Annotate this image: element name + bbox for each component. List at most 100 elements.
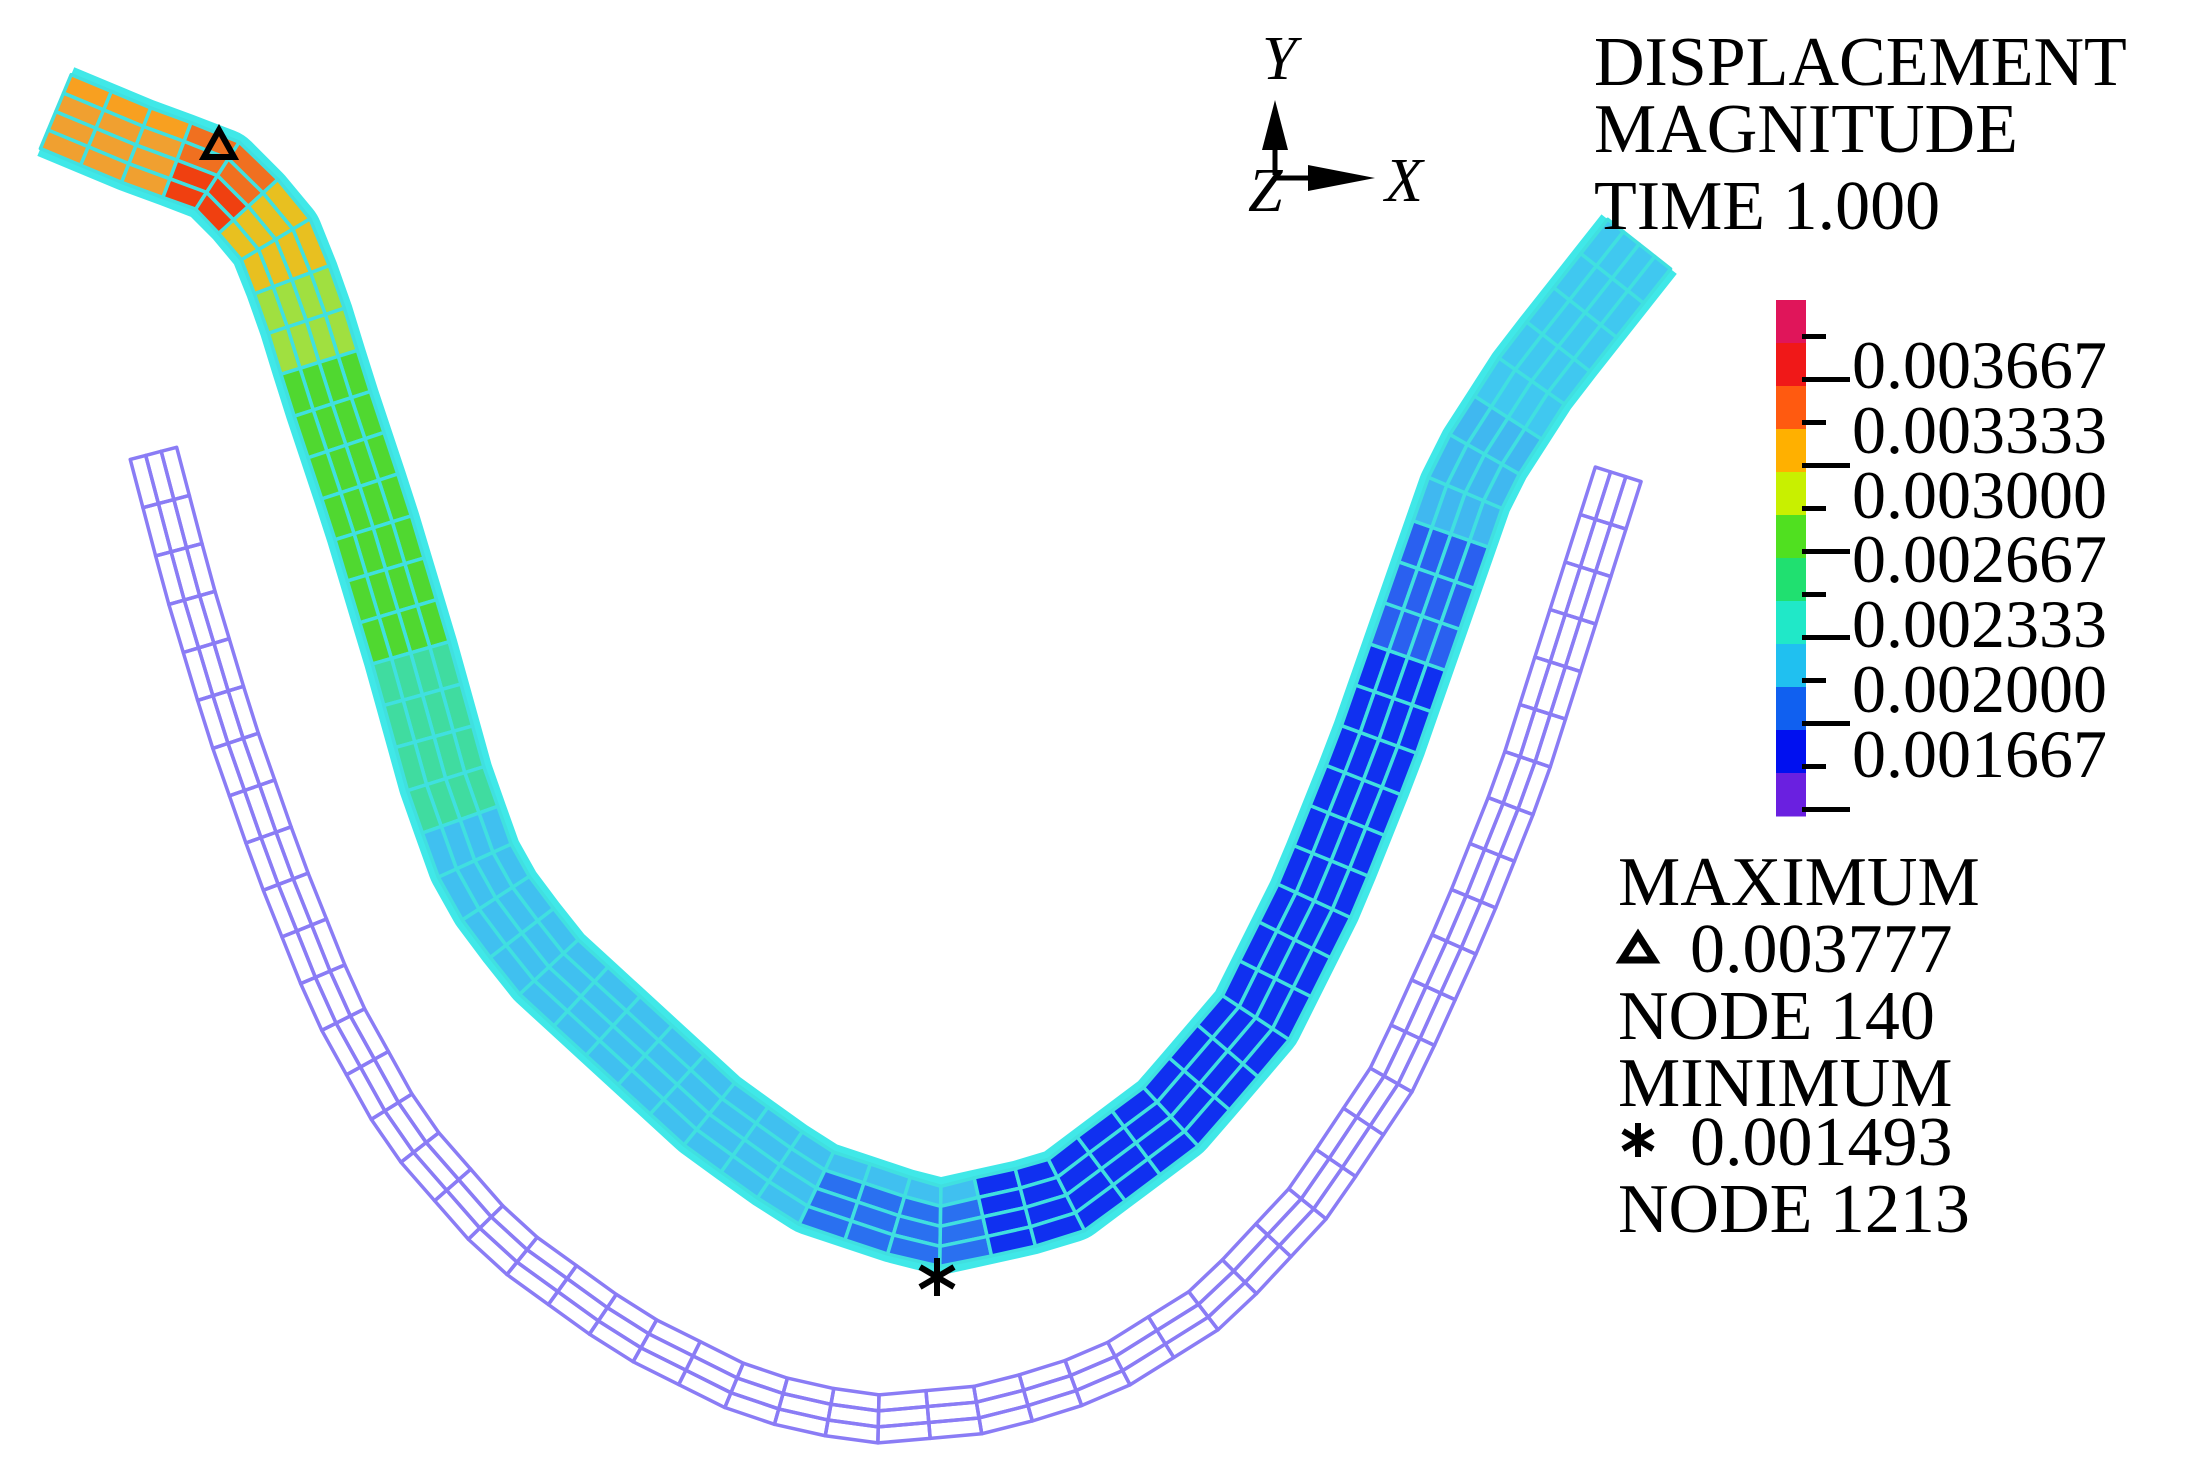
minimum-marker [918,1258,956,1296]
mesh-element [1593,522,1628,579]
mesh-element [227,788,263,845]
mesh-element [1074,1368,1132,1408]
axis-z-label: Z [1248,157,1283,225]
mesh-element [1533,660,1568,716]
mesh-element [1563,617,1598,674]
mesh-element [244,835,280,893]
mesh-element [1120,1342,1176,1387]
mesh-element [1368,1082,1414,1137]
mesh-element [1459,899,1498,956]
mesh-element [1503,702,1537,759]
mesh-element [1563,512,1598,569]
mesh-element [195,693,230,751]
mesh-element [1516,760,1553,817]
mesh-element [1163,1315,1220,1360]
undeformed-mesh [128,445,1643,1445]
title-line-1: DISPLACEMENT [1594,24,2127,101]
mesh-element [1593,470,1628,526]
mesh-element [1340,1124,1386,1179]
legend-asterisk-icon [1621,1123,1655,1157]
mesh-element [241,731,277,787]
mesh-element [735,1361,790,1396]
mesh-element [1548,560,1583,617]
mesh-element [211,741,247,798]
mesh-element [1286,1147,1331,1201]
mesh-element [1026,1388,1084,1423]
legend-label: 0.002667 [1852,521,2107,597]
mesh-element [723,1390,781,1427]
axis-x-label: X [1385,147,1423,215]
legend-label: 0.001667 [1852,716,2107,792]
mesh-element [1548,664,1583,721]
mesh-element [1418,991,1457,1048]
mesh-element [242,783,278,840]
colorbar-band [1776,558,1806,602]
mesh-element [369,1109,416,1164]
maximum-marker [198,123,240,160]
mesh-element [525,1235,579,1281]
mesh-element [772,1407,830,1438]
mesh-element [1497,807,1535,864]
mesh-element [977,1403,1035,1436]
colorbar-band [1776,343,1806,387]
colorbar-band [1776,644,1806,688]
mesh-element [1396,1036,1437,1094]
mesh-element [1327,1115,1372,1170]
mesh-element [211,689,245,746]
axis-y-label: Y [1262,25,1297,93]
mesh-element [226,736,262,793]
mesh-element [1311,1165,1358,1221]
mesh-element [631,1346,688,1387]
mesh-element [1314,1106,1359,1161]
mesh-element [167,598,201,655]
mesh-element [320,1021,363,1077]
mesh-element [1578,465,1613,522]
mesh-element [1518,655,1552,712]
mesh-element [1563,565,1598,621]
mesh-element [197,589,231,646]
mesh-element [182,593,216,650]
mesh-element [1355,1074,1400,1128]
mesh-element [1578,569,1613,626]
mesh-element [257,778,293,834]
mesh-element [1021,1373,1078,1408]
mesh-element [1548,612,1583,669]
colorbar-band [1776,687,1806,731]
mesh-element [141,501,173,558]
mesh-element [1341,1066,1386,1119]
mesh-element [226,684,261,741]
legend-label: 0.002333 [1852,586,2107,662]
legend-triangle-icon [1615,928,1661,964]
colorbar-band [1776,730,1806,774]
axis-triad [1262,100,1375,191]
mesh-element [298,975,338,1033]
legend-label: 0.003000 [1852,457,2107,533]
mesh-element [261,882,299,939]
mesh-element [1533,712,1568,769]
colorbar-band [1776,386,1806,430]
legend-label: 0.003667 [1852,327,2107,403]
legend-label: 0.003333 [1852,392,2107,468]
colorbar-band [1776,300,1806,344]
mesh-element [181,646,215,703]
mesh-element [1438,945,1478,1002]
colorbar-band [1776,429,1806,473]
mesh-element [1578,517,1613,574]
mesh-element [344,1065,387,1122]
minimum-value: 0.001493 [1690,1104,1953,1181]
title-line-2: MAGNITUDE [1594,91,2018,168]
mesh-element [1608,474,1643,531]
deformed-mesh [37,67,1677,1275]
mesh-element [1017,1358,1073,1392]
mesh-element [823,1418,880,1445]
mesh-element [546,1289,601,1336]
mesh-element [1479,853,1517,910]
mesh-element [1626,254,1673,305]
mesh-element [1155,1302,1211,1346]
mesh-element [565,1263,619,1310]
colorbar-band [1776,601,1806,645]
maximum-heading: MAXIMUM [1618,844,1980,921]
mesh-element [128,453,161,510]
mesh-element [1533,607,1567,664]
mesh-element [212,636,246,693]
